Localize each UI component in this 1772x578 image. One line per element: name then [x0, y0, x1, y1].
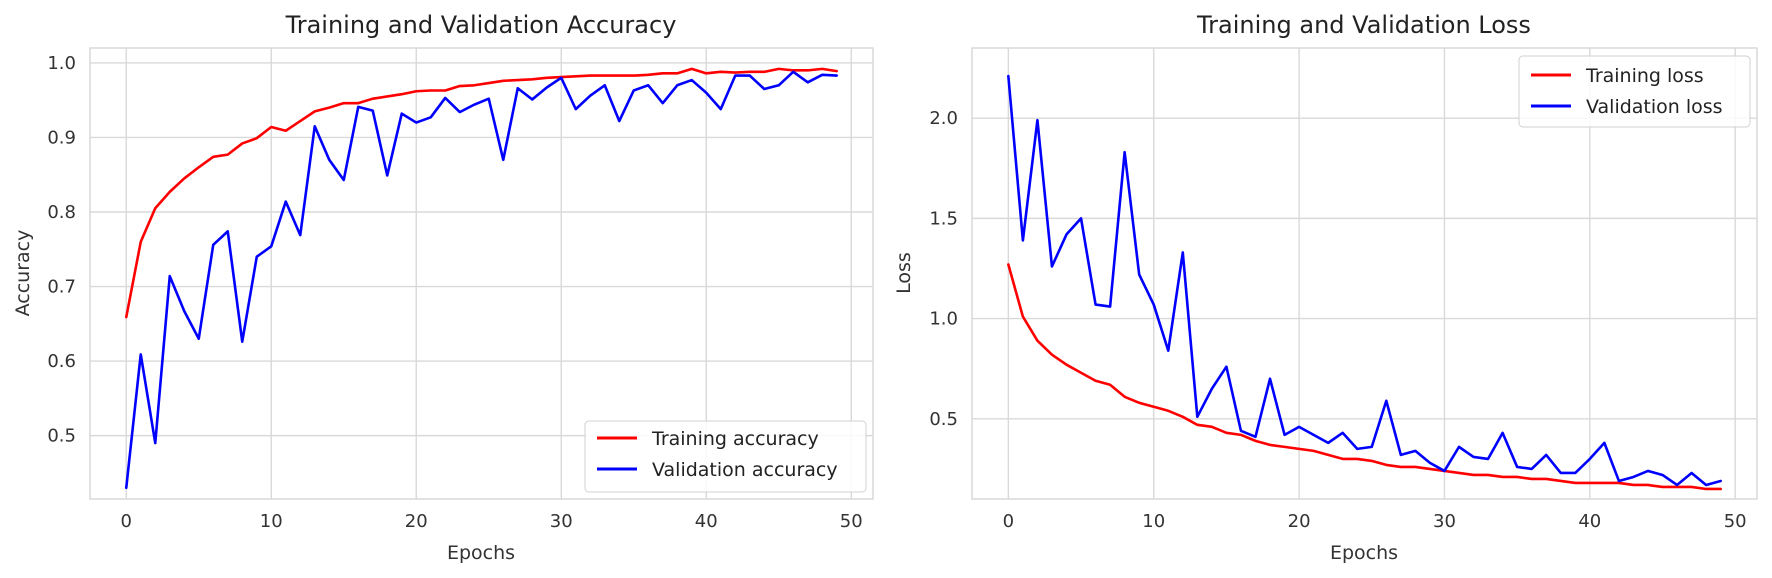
validation-loss-line [1007, 74, 1722, 487]
loss-x-tick-label: 30 [1433, 511, 1456, 532]
loss-x-tick-label: 50 [1724, 511, 1747, 532]
accuracy-legend-box [584, 420, 867, 493]
loss-chart: 0 10 20 30 40 50 0.5 1.0 1.5 2.0 Training and Val… [893, 11, 1758, 564]
accuracy-series [124, 67, 839, 490]
accuracy-chart: 0 10 20 30 40 50 0.5 0.6 0.7 0.8 0.9 1.0 Training a… [12, 11, 874, 564]
loss-y-tick-label: 1.0 [929, 309, 958, 330]
accuracy-y-tick-label: 0.7 [47, 277, 76, 298]
legend-label-training-loss: Training loss [1585, 65, 1704, 87]
accuracy-y-tick-label: 1.0 [47, 53, 76, 74]
validation-accuracy-line [124, 70, 839, 490]
loss-chart-title: Training and Validation Loss [1196, 11, 1531, 39]
loss-y-tick-label: 2.0 [929, 108, 958, 129]
loss-y-tick-label: 0.5 [929, 409, 958, 430]
accuracy-x-tick-label: 20 [405, 511, 428, 532]
loss-series [1007, 74, 1722, 491]
loss-x-tick-label: 0 [1003, 511, 1014, 532]
accuracy-tick-labels: 0 10 20 30 40 50 0.5 0.6 0.7 0.8 0.9 1.0 [47, 53, 862, 532]
accuracy-x-axis-label: Epochs [447, 542, 515, 564]
loss-tick-labels: 0 10 20 30 40 50 0.5 1.0 1.5 2.0 [929, 108, 1746, 532]
loss-x-tick-label: 10 [1142, 511, 1165, 532]
loss-y-tick-label: 1.5 [929, 208, 958, 229]
loss-legend-box [1518, 55, 1751, 128]
accuracy-chart-title: Training and Validation Accuracy [285, 11, 677, 39]
accuracy-y-tick-label: 0.6 [47, 351, 76, 372]
accuracy-x-tick-label: 0 [121, 511, 132, 532]
accuracy-y-tick-label: 0.9 [47, 127, 76, 148]
accuracy-x-tick-label: 10 [260, 511, 283, 532]
accuracy-x-tick-label: 50 [840, 511, 863, 532]
legend-label-validation-loss: Validation loss [1586, 96, 1723, 118]
accuracy-y-tick-label: 0.5 [47, 426, 76, 447]
loss-y-axis-label: Loss [893, 252, 915, 294]
training-accuracy-line [124, 67, 839, 319]
loss-x-tick-label: 20 [1288, 511, 1311, 532]
loss-x-tick-label: 40 [1578, 511, 1601, 532]
accuracy-legend: Training accuracy Validation accuracy [584, 420, 867, 493]
accuracy-x-tick-label: 30 [550, 511, 573, 532]
loss-legend: Training loss Validation loss [1518, 55, 1751, 128]
training-loss-line [1007, 263, 1722, 491]
legend-label-training-accuracy: Training accuracy [651, 428, 819, 450]
loss-x-axis-label: Epochs [1330, 542, 1398, 564]
accuracy-x-tick-label: 40 [695, 511, 718, 532]
accuracy-y-axis-label: Accuracy [12, 230, 34, 317]
legend-label-validation-accuracy: Validation accuracy [652, 459, 838, 481]
accuracy-y-tick-label: 0.8 [47, 202, 76, 223]
